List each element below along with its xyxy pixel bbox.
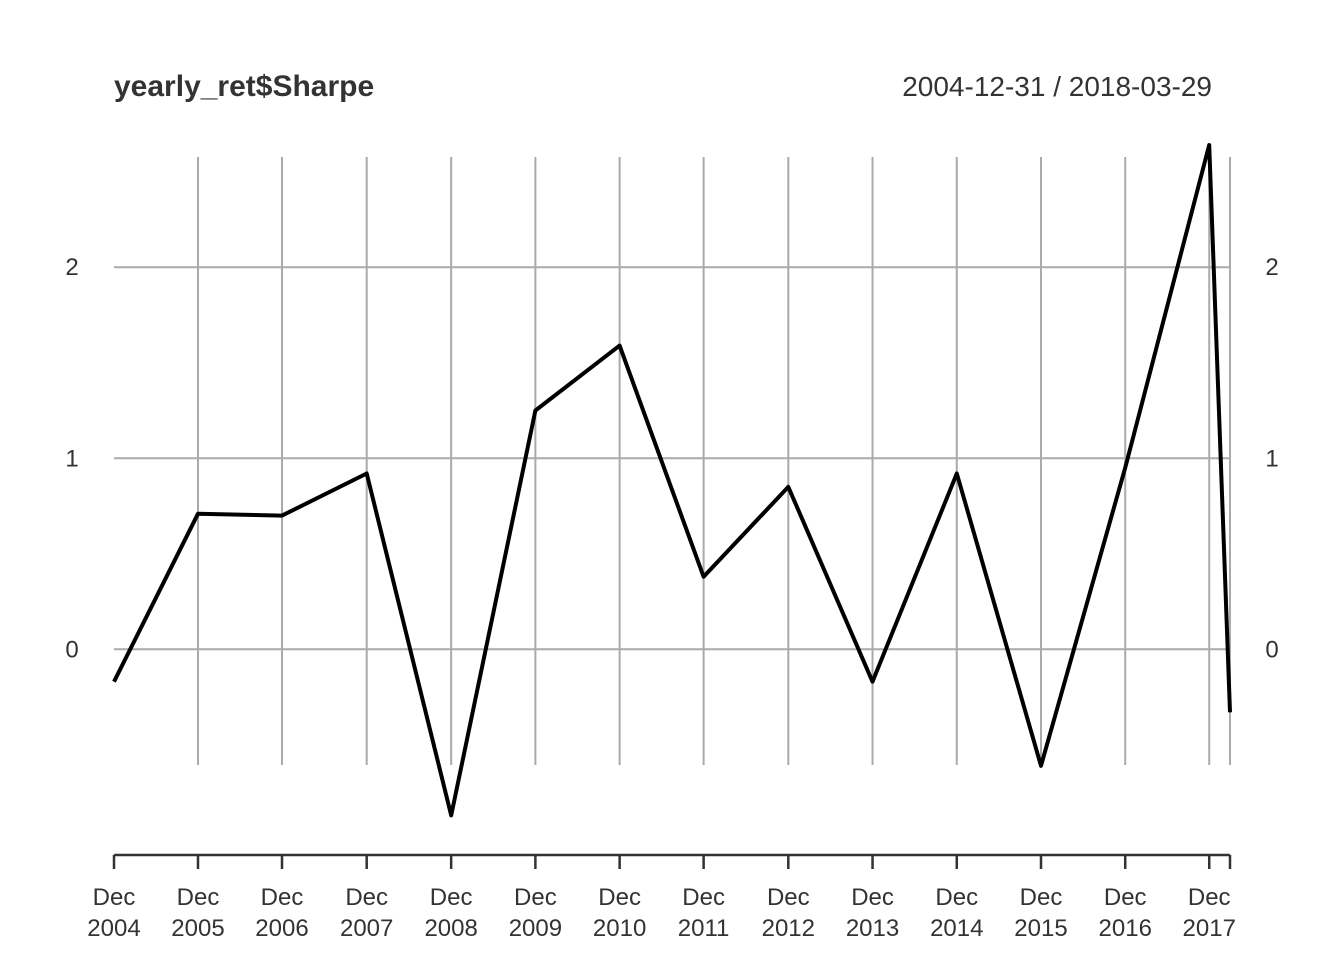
x-tick-label: Dec (851, 884, 894, 911)
y-axis-left: 0 1 2 (65, 254, 78, 663)
x-tick-label: Dec (1104, 884, 1147, 911)
y-tick-label: 2 (1265, 254, 1278, 281)
x-tick-label: Dec (93, 884, 136, 911)
x-tick-label: 2013 (846, 915, 899, 942)
x-tick-label: Dec (177, 884, 220, 911)
x-tick-label: 2017 (1183, 915, 1236, 942)
y-tick-label: 1 (1265, 445, 1278, 472)
x-axis: Dec 2004 Dec 2005 Dec 2006 Dec 2007 Dec 2008 Dec 20… (87, 853, 1236, 942)
y-tick-label: 2 (65, 254, 78, 281)
x-tick-label: 2006 (255, 915, 308, 942)
x-tick-label: Dec (1188, 884, 1231, 911)
x-tick-label: 2004 (87, 915, 140, 942)
y-tick-label: 1 (65, 445, 78, 472)
y-tick-label: 0 (65, 636, 78, 663)
x-tick-label: 2014 (930, 915, 983, 942)
x-tick-label: 2010 (593, 915, 646, 942)
date-range-label: 2004-12-31 / 2018-03-29 (902, 71, 1212, 102)
x-tick-label: 2007 (340, 915, 393, 942)
chart-title: yearly_ret$Sharpe (114, 70, 374, 103)
y-axis-right: 0 1 2 (1265, 254, 1278, 663)
y-tick-label: 0 (1265, 636, 1278, 663)
x-tick-label: Dec (430, 884, 473, 911)
sharpe-series-line (112, 143, 1232, 818)
series-layer (112, 143, 1232, 818)
x-tick-label: Dec (261, 884, 304, 911)
x-tick-label: 2005 (171, 915, 224, 942)
grid (114, 157, 1231, 765)
x-tick-label: 2008 (424, 915, 477, 942)
x-tick-label: 2012 (762, 915, 815, 942)
x-tick-label: Dec (1020, 884, 1063, 911)
x-tick-label: Dec (598, 884, 641, 911)
x-tick-label: Dec (935, 884, 978, 911)
x-tick-label: 2011 (678, 915, 730, 942)
x-tick-label: Dec (345, 884, 388, 911)
x-tick-label: Dec (682, 884, 725, 911)
x-tick-label: 2016 (1099, 915, 1152, 942)
x-tick-label: 2015 (1014, 915, 1067, 942)
x-tick-label: Dec (514, 884, 557, 911)
x-tick-label: 2009 (509, 915, 562, 942)
x-tick-label: Dec (767, 884, 810, 911)
